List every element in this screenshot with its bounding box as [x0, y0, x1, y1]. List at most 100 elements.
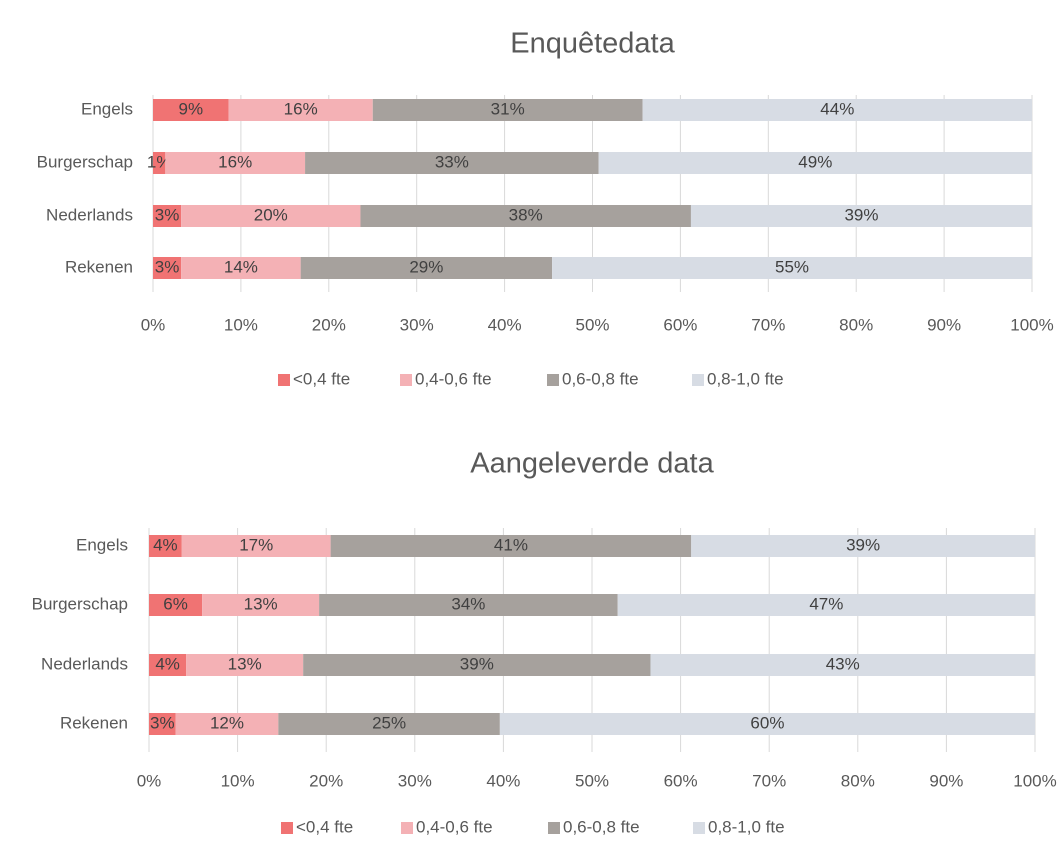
- value-label: 43%: [826, 654, 860, 673]
- bar-segment: [691, 535, 1035, 557]
- x-tick-label: 100%: [1013, 771, 1056, 790]
- value-label: 16%: [284, 99, 318, 118]
- legend-label: 0,6-0,8 fte: [563, 817, 640, 836]
- bar-segment: [617, 594, 1035, 616]
- bar-segment: [165, 152, 306, 174]
- value-label: 29%: [409, 257, 443, 276]
- category-label: Engels: [76, 535, 128, 554]
- x-tick-label: 80%: [841, 771, 875, 790]
- value-label: 38%: [509, 205, 543, 224]
- legend-label: 0,6-0,8 fte: [562, 369, 639, 388]
- value-label: 47%: [809, 594, 843, 613]
- x-tick-label: 30%: [398, 771, 432, 790]
- bar-segment: [202, 594, 320, 616]
- value-label: 3%: [150, 713, 175, 732]
- value-label: 39%: [844, 205, 878, 224]
- legend-label: <0,4 fte: [293, 369, 350, 388]
- bar-segment: [149, 713, 176, 735]
- value-label: 44%: [820, 99, 854, 118]
- bar-segment: [372, 99, 643, 121]
- legend-swatch: [281, 822, 293, 834]
- value-label: 13%: [228, 654, 262, 673]
- x-tick-label: 100%: [1010, 315, 1053, 334]
- legend-swatch: [692, 374, 704, 386]
- value-label: 6%: [163, 594, 188, 613]
- value-label: 16%: [218, 152, 252, 171]
- legend-label: 0,4-0,6 fte: [415, 369, 492, 388]
- bar-segment: [149, 535, 182, 557]
- bar-segment: [186, 654, 304, 676]
- value-label: 31%: [491, 99, 525, 118]
- x-tick-label: 70%: [752, 771, 786, 790]
- value-label: 4%: [153, 535, 178, 554]
- x-tick-label: 50%: [575, 771, 609, 790]
- value-label: 49%: [798, 152, 832, 171]
- legend-swatch: [401, 822, 413, 834]
- legend-swatch: [548, 822, 560, 834]
- category-label: Rekenen: [65, 257, 133, 276]
- bar-segment: [305, 152, 599, 174]
- bar-segment: [181, 257, 301, 279]
- x-tick-label: 40%: [486, 771, 520, 790]
- bar-segment: [303, 654, 651, 676]
- value-label: 3%: [155, 205, 180, 224]
- legend-label: 0,8-1,0 fte: [707, 369, 784, 388]
- x-tick-label: 40%: [488, 315, 522, 334]
- bar-segment: [153, 205, 182, 227]
- value-label: 17%: [239, 535, 273, 554]
- value-label: 14%: [224, 257, 258, 276]
- legend-swatch: [693, 822, 705, 834]
- bar-segment: [300, 257, 553, 279]
- category-label: Nederlands: [46, 205, 133, 224]
- x-tick-label: 90%: [929, 771, 963, 790]
- bar-segment: [319, 594, 618, 616]
- bar-segment: [650, 654, 1035, 676]
- bar-segment: [598, 152, 1032, 174]
- legend-swatch: [400, 374, 412, 386]
- category-label: Nederlands: [41, 654, 128, 673]
- x-tick-label: 60%: [664, 771, 698, 790]
- bar-segment: [149, 594, 203, 616]
- category-label: Burgerschap: [37, 152, 133, 171]
- value-label: 33%: [435, 152, 469, 171]
- value-label: 3%: [155, 257, 180, 276]
- x-tick-label: 60%: [663, 315, 697, 334]
- legend-swatch: [547, 374, 559, 386]
- x-tick-label: 90%: [927, 315, 961, 334]
- value-label: 25%: [372, 713, 406, 732]
- value-label: 20%: [254, 205, 288, 224]
- x-tick-label: 80%: [839, 315, 873, 334]
- x-tick-label: 0%: [137, 771, 162, 790]
- value-label: 55%: [775, 257, 809, 276]
- bar-segment: [552, 257, 1032, 279]
- bar-segment: [690, 205, 1032, 227]
- legend-label: 0,8-1,0 fte: [708, 817, 785, 836]
- value-label: 39%: [846, 535, 880, 554]
- value-label: 12%: [210, 713, 244, 732]
- bar-segment: [181, 535, 331, 557]
- bar-segment: [149, 654, 187, 676]
- bar-segment: [330, 535, 692, 557]
- value-label: 1%: [147, 152, 172, 171]
- category-label: Burgerschap: [32, 594, 128, 613]
- chart-title: Aangeleverde data: [470, 448, 714, 480]
- value-label: 39%: [460, 654, 494, 673]
- value-label: 4%: [155, 654, 180, 673]
- legend-label: 0,4-0,6 fte: [416, 817, 493, 836]
- legend-swatch: [278, 374, 290, 386]
- legend-label: <0,4 fte: [296, 817, 353, 836]
- bar-segment: [278, 713, 500, 735]
- bar-segment: [153, 99, 229, 121]
- value-label: 41%: [494, 535, 528, 554]
- x-tick-label: 30%: [400, 315, 434, 334]
- bar-segment: [642, 99, 1032, 121]
- bar-segment: [175, 713, 279, 735]
- bar-segment: [228, 99, 373, 121]
- bar-segment: [153, 152, 166, 174]
- x-tick-label: 20%: [312, 315, 346, 334]
- bar-segment: [153, 257, 182, 279]
- value-label: 13%: [244, 594, 278, 613]
- value-label: 34%: [451, 594, 485, 613]
- category-label: Rekenen: [60, 713, 128, 732]
